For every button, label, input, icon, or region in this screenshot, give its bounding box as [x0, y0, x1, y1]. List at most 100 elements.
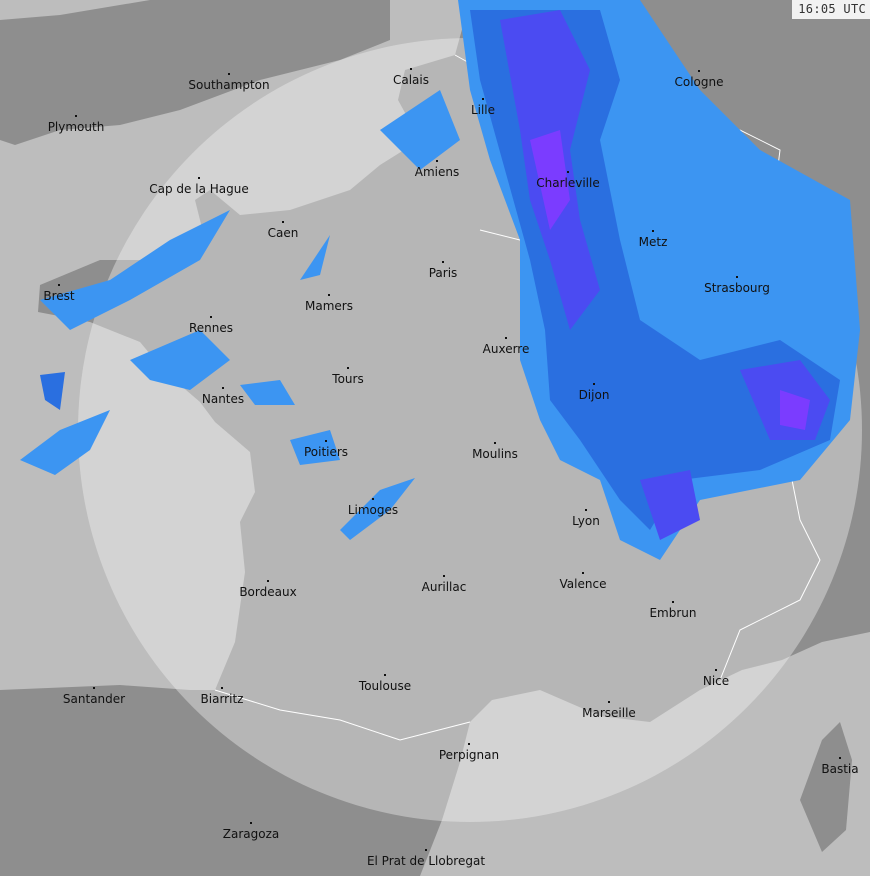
- city-dot: [482, 98, 484, 100]
- city-marker: Biarritz: [201, 687, 244, 706]
- city-marker: Strasbourg: [704, 276, 770, 295]
- city-label: Plymouth: [48, 120, 105, 134]
- city-label: Poitiers: [304, 445, 348, 459]
- city-dot: [839, 757, 841, 759]
- city-marker: Perpignan: [439, 743, 499, 762]
- city-marker: Poitiers: [304, 440, 348, 459]
- city-marker: Mamers: [305, 294, 353, 313]
- city-marker: Aurillac: [422, 575, 467, 594]
- city-label: Marseille: [582, 706, 636, 720]
- city-dot: [698, 70, 700, 72]
- city-marker: Calais: [393, 68, 429, 87]
- city-label: Calais: [393, 73, 429, 87]
- city-marker: Toulouse: [358, 674, 411, 693]
- city-marker: Limoges: [348, 498, 398, 517]
- city-marker: Charleville: [536, 171, 600, 190]
- city-marker: Tours: [331, 367, 364, 386]
- city-label: Bastia: [821, 762, 858, 776]
- city-dot: [425, 849, 427, 851]
- timestamp: 16:05 UTC: [792, 0, 870, 19]
- city-marker: Cap de la Hague: [149, 177, 249, 196]
- city-dot: [384, 674, 386, 676]
- city-label: Bordeaux: [239, 585, 296, 599]
- city-dot: [325, 440, 327, 442]
- city-dot: [715, 669, 717, 671]
- city-label: Metz: [639, 235, 668, 249]
- city-labels: Southampton Calais Plymouth Lille Cologne Ami…: [43, 68, 859, 868]
- city-label: Limoges: [348, 503, 398, 517]
- city-dot: [75, 115, 77, 117]
- city-marker: Zaragoza: [223, 822, 279, 841]
- city-dot: [494, 442, 496, 444]
- city-label: Amiens: [415, 165, 459, 179]
- city-marker: Amiens: [415, 160, 459, 179]
- city-marker: Caen: [268, 221, 299, 240]
- city-dot: [593, 383, 595, 385]
- city-label: Southampton: [188, 78, 269, 92]
- city-dot: [567, 171, 569, 173]
- city-marker: Lyon: [572, 509, 600, 528]
- city-marker: Santander: [63, 687, 125, 706]
- city-dot: [608, 701, 610, 703]
- city-dot: [250, 822, 252, 824]
- city-dot: [505, 337, 507, 339]
- city-dot: [672, 601, 674, 603]
- city-dot: [582, 572, 584, 574]
- city-dot: [222, 387, 224, 389]
- city-label: Biarritz: [201, 692, 244, 706]
- city-label: Lille: [471, 103, 495, 117]
- city-dot: [221, 687, 223, 689]
- city-dot: [282, 221, 284, 223]
- city-dot: [443, 575, 445, 577]
- city-dot: [442, 261, 444, 263]
- city-dot: [228, 73, 230, 75]
- city-label: Mamers: [305, 299, 353, 313]
- city-marker: Embrun: [649, 601, 697, 620]
- city-marker: Valence: [560, 572, 607, 591]
- city-label: Aurillac: [422, 580, 467, 594]
- city-marker: Rennes: [189, 316, 233, 335]
- city-label: Moulins: [472, 447, 518, 461]
- city-dot: [410, 68, 412, 70]
- city-marker: Marseille: [582, 701, 636, 720]
- city-dot: [210, 316, 212, 318]
- city-marker: El Prat de Llobregat: [367, 849, 485, 868]
- city-label: Santander: [63, 692, 125, 706]
- city-label: Embrun: [649, 606, 696, 620]
- city-label: Zaragoza: [223, 827, 279, 841]
- precipitation-layer: [20, 0, 860, 560]
- city-label: Perpignan: [439, 748, 499, 762]
- city-label: Brest: [43, 289, 75, 303]
- city-marker: Plymouth: [48, 115, 105, 134]
- city-dot: [347, 367, 349, 369]
- city-label: Tours: [331, 372, 363, 386]
- city-marker: Brest: [43, 284, 75, 303]
- city-marker: Bordeaux: [239, 580, 297, 599]
- city-dot: [652, 230, 654, 232]
- city-label: Paris: [429, 266, 458, 280]
- city-label: Lyon: [572, 514, 600, 528]
- city-marker: Auxerre: [483, 337, 529, 356]
- city-label: Valence: [560, 577, 607, 591]
- city-label: Dijon: [579, 388, 610, 402]
- city-label: Nantes: [202, 392, 244, 406]
- city-dot: [198, 177, 200, 179]
- city-label: Rennes: [189, 321, 233, 335]
- city-label: Strasbourg: [704, 281, 770, 295]
- city-label: Toulouse: [358, 679, 411, 693]
- city-marker: Dijon: [579, 383, 610, 402]
- city-marker: Nice: [703, 669, 729, 688]
- city-dot: [93, 687, 95, 689]
- city-marker: Paris: [429, 261, 458, 280]
- city-marker: Metz: [639, 230, 668, 249]
- city-label: Charleville: [536, 176, 599, 190]
- city-label: Caen: [268, 226, 299, 240]
- city-dot: [328, 294, 330, 296]
- city-label: Nice: [703, 674, 729, 688]
- city-marker: Southampton: [188, 73, 270, 92]
- city-label: Cologne: [674, 75, 723, 89]
- city-marker: Moulins: [472, 442, 518, 461]
- city-dot: [585, 509, 587, 511]
- city-marker: Nantes: [202, 387, 244, 406]
